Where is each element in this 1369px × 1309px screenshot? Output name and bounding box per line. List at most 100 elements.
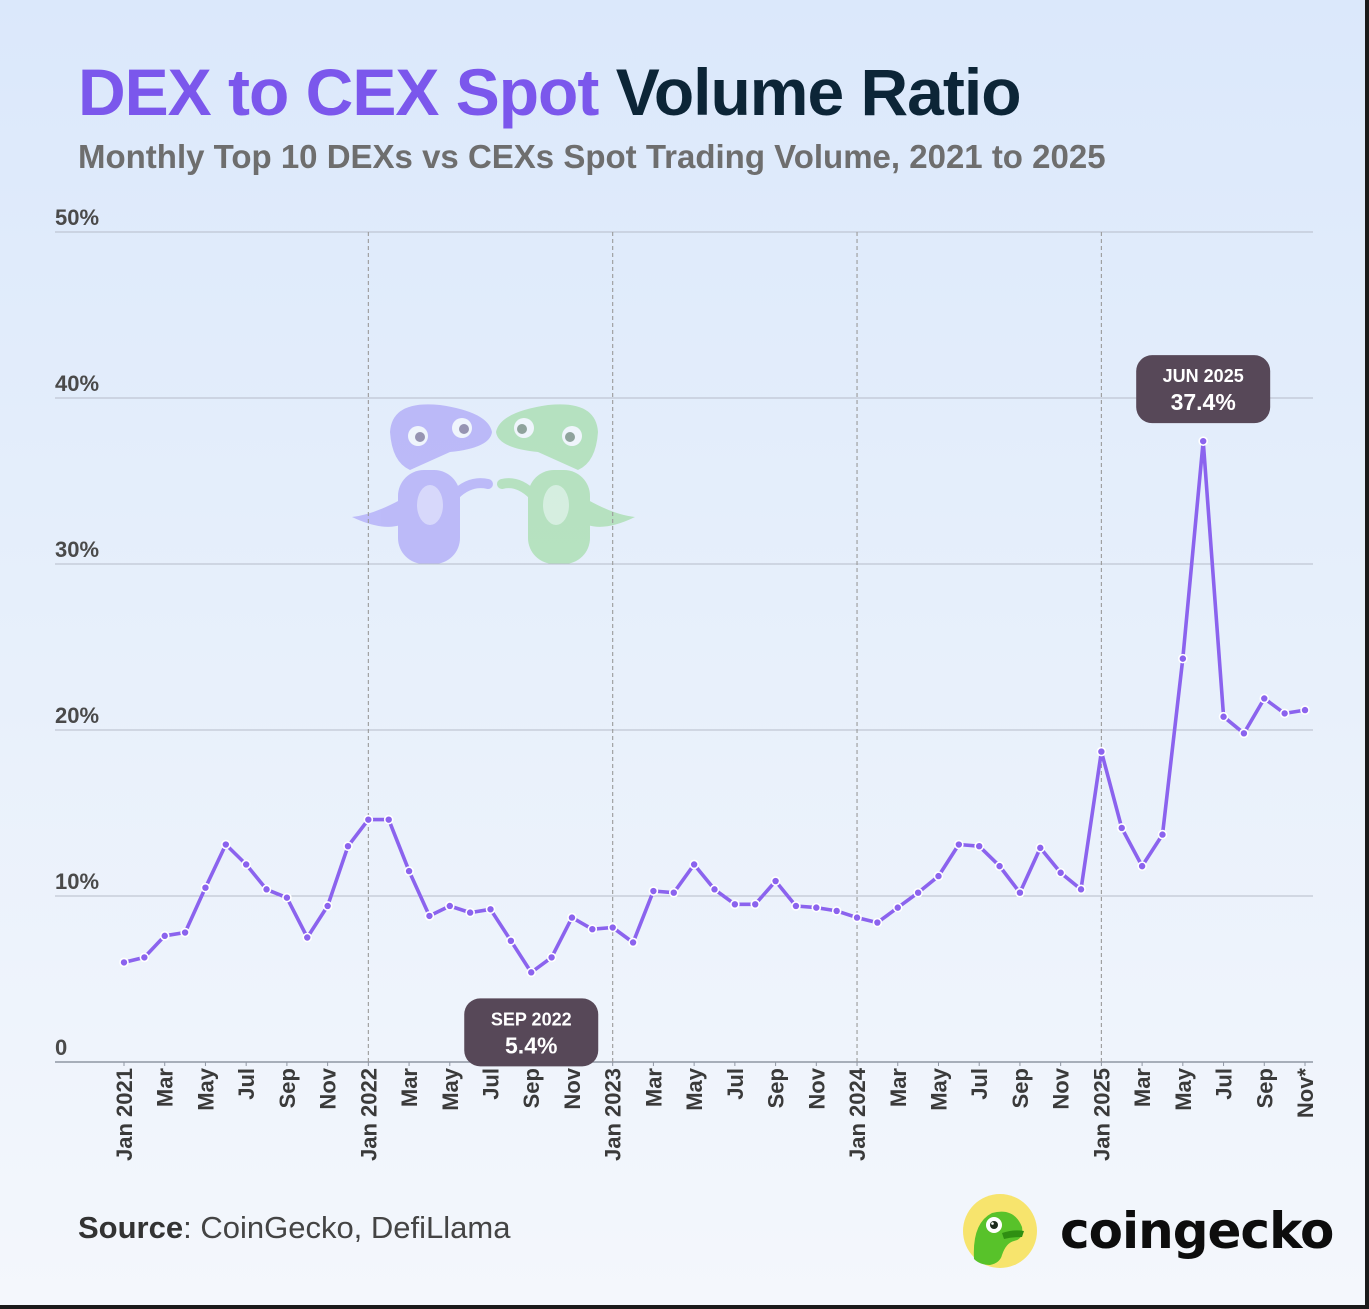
y-tick-label: 10% — [55, 869, 99, 894]
data-point — [872, 917, 883, 928]
annotation-box — [464, 998, 599, 1067]
annotation-value: 5.4% — [505, 1032, 557, 1058]
data-point — [485, 904, 496, 915]
source-label: Source — [78, 1210, 184, 1245]
data-point — [1015, 887, 1025, 898]
x-tick-label: Jul — [479, 1068, 504, 1100]
x-tick-label: Sep — [519, 1068, 544, 1108]
data-point — [974, 841, 985, 852]
data-point — [933, 871, 944, 881]
annotation-callout: JUN 2025 37.4% — [1136, 355, 1271, 424]
data-point — [546, 952, 557, 963]
data-point — [119, 957, 129, 968]
x-tick-label: May — [1171, 1067, 1196, 1111]
annotation-callout: SEP 2022 5.4% — [464, 998, 599, 1067]
x-tick-label: Jul — [723, 1068, 748, 1100]
x-tick-label: Mar — [153, 1068, 178, 1108]
data-point — [1239, 728, 1249, 739]
data-point — [343, 841, 353, 852]
data-point — [750, 899, 761, 910]
data-point — [159, 931, 170, 941]
x-tick-label: May — [438, 1067, 463, 1111]
gecko-mascots-icon — [352, 404, 635, 564]
chart-title: DEX to CEX Spot Volume Ratio — [78, 52, 1022, 132]
annotation-value: 37.4% — [1171, 389, 1236, 415]
x-tick-label: May — [193, 1067, 218, 1111]
data-point — [1218, 711, 1229, 722]
x-tick-label: Jan 2021 — [112, 1068, 137, 1161]
data-point — [628, 937, 638, 948]
x-tick-label: Jan 2025 — [1089, 1068, 1114, 1161]
data-point — [383, 814, 394, 825]
brand-lockup: coingecko — [962, 1193, 1334, 1269]
data-point — [1116, 823, 1127, 833]
data-point — [424, 911, 435, 921]
x-tick-label: Jul — [1212, 1068, 1237, 1100]
x-tick-label: Sep — [275, 1068, 300, 1108]
x-tick-label: May — [682, 1067, 707, 1111]
data-point — [1279, 708, 1290, 719]
data-point — [1035, 843, 1046, 853]
data-point — [200, 882, 211, 893]
x-tick-label: Mar — [397, 1068, 422, 1108]
data-point — [648, 886, 659, 896]
source-text: : CoinGecko, DefiLlama — [183, 1210, 511, 1245]
data-point — [465, 907, 475, 918]
data-point — [526, 967, 537, 978]
data-point — [139, 952, 150, 963]
data-point — [811, 902, 822, 913]
brand-name: coingecko — [1060, 1202, 1334, 1260]
data-point — [1259, 693, 1270, 704]
data-point — [282, 892, 292, 903]
line-chart: 0 10% 20% 30% 40% 50% Jan 2021 Mar May Jul Sep Nov… — [55, 205, 1318, 1161]
data-point — [892, 902, 903, 913]
data-point — [1096, 746, 1107, 757]
data-point — [607, 922, 618, 933]
x-tick-label: Nov — [560, 1067, 585, 1109]
x-tick-label: Jan 2024 — [845, 1067, 870, 1161]
data-point — [1055, 867, 1066, 878]
y-tick-label: 50% — [55, 205, 99, 230]
annotation-box — [1136, 355, 1271, 424]
x-tick-label: Nov — [804, 1067, 829, 1109]
x-tick-label: May — [926, 1067, 951, 1111]
x-tick-label: Jul — [234, 1068, 259, 1100]
annotation-title: SEP 2022 — [491, 1009, 572, 1029]
y-tick-label: 40% — [55, 371, 99, 396]
x-tick-label: Sep — [764, 1068, 789, 1108]
data-point — [1198, 436, 1208, 446]
data-point — [689, 859, 699, 870]
data-point — [241, 859, 251, 870]
data-point — [913, 887, 923, 898]
data-point — [668, 887, 679, 898]
x-tick-label: Mar — [886, 1068, 911, 1108]
data-point — [770, 876, 781, 886]
coingecko-logo-icon — [963, 1194, 1037, 1268]
y-tick-label: 20% — [55, 703, 99, 728]
x-tick-label: Sep — [1252, 1068, 1277, 1108]
data-point — [852, 912, 862, 923]
data-point — [567, 912, 577, 923]
data-point — [1076, 884, 1086, 895]
x-tick-label: Mar — [641, 1068, 666, 1108]
data-point — [444, 901, 455, 911]
data-point — [261, 884, 272, 895]
data-point — [180, 927, 190, 938]
x-tick-label: Jan 2022 — [356, 1068, 381, 1161]
data-point — [302, 932, 313, 943]
data-point — [1157, 829, 1168, 840]
x-tick-label: Nov — [1049, 1067, 1074, 1109]
data-point — [1300, 705, 1310, 715]
x-tick-label: Sep — [1008, 1068, 1033, 1108]
data-point — [322, 901, 333, 911]
x-tick-label: Jul — [967, 1068, 992, 1100]
data-point — [221, 839, 231, 850]
x-tick-label: Mar — [1130, 1068, 1155, 1108]
data-point — [506, 936, 516, 946]
chart-title-rest: Volume Ratio — [615, 55, 1022, 129]
data-point — [1137, 861, 1147, 871]
data-point — [791, 901, 801, 911]
data-point — [954, 839, 964, 850]
source-note: Source: CoinGecko, DefiLlama — [78, 1210, 510, 1246]
